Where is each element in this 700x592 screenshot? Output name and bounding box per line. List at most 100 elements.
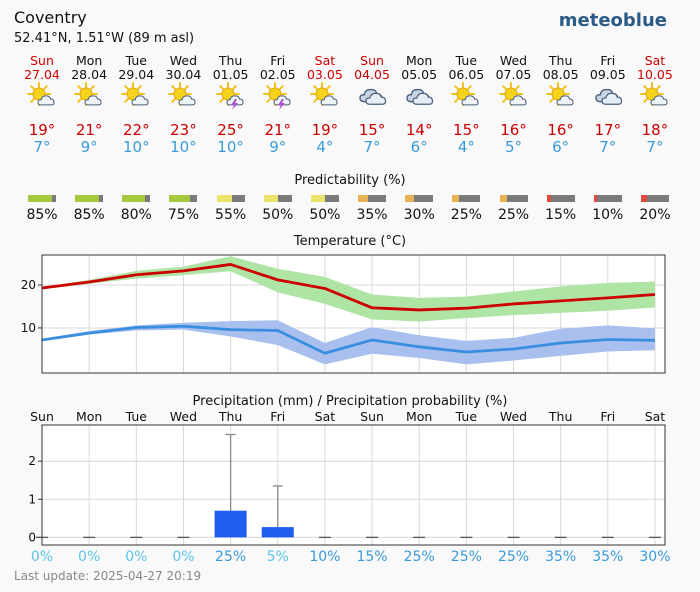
sun-cloud-icon xyxy=(121,82,149,106)
day-date: 27.04 xyxy=(24,67,60,82)
thunderstorm-icon xyxy=(262,82,291,110)
cloudy-icon xyxy=(595,88,622,105)
precipitation-day-label: Wed xyxy=(499,409,528,424)
temperature-min: 7° xyxy=(599,138,617,156)
temperature-max: 19° xyxy=(28,121,56,139)
predictability-bar xyxy=(75,195,104,202)
last-update: Last update: 2025-04-27 20:19 xyxy=(14,569,202,583)
temperature-min: 6° xyxy=(410,138,428,156)
day-name: Thu xyxy=(548,53,573,68)
temperature-min: 9° xyxy=(269,138,287,156)
precipitation-probability: 0% xyxy=(30,549,54,565)
day-date: 30.04 xyxy=(165,67,202,82)
precipitation-day-label: Sun xyxy=(30,409,54,424)
day-date: 07.05 xyxy=(495,67,532,82)
temperature-min: 6° xyxy=(552,138,570,156)
predictability-value: 55% xyxy=(215,207,247,223)
temperature-min: 7° xyxy=(646,138,664,156)
day-date: 10.05 xyxy=(637,67,673,82)
temperature-min: 7° xyxy=(33,138,51,156)
precipitation-day-label: Tue xyxy=(125,409,147,424)
temperature-min: 9° xyxy=(80,138,98,156)
precipitation-day-label: Thu xyxy=(548,409,573,424)
sun-cloud-icon xyxy=(168,82,196,106)
precipitation-probability: 25% xyxy=(215,549,247,565)
day-date: 08.05 xyxy=(542,67,579,82)
temperature-min: 4° xyxy=(316,138,334,156)
temperature-max: 14° xyxy=(405,121,433,139)
weather-icon xyxy=(207,82,255,110)
predictability-bar xyxy=(593,195,622,202)
temperature-max: 21° xyxy=(75,121,103,139)
precipitation-probability: 25% xyxy=(403,549,435,565)
precipitation-y-tick-label: 1 xyxy=(28,492,36,506)
temperature-max: 19° xyxy=(311,121,339,139)
precipitation-day-label: Mon xyxy=(75,409,103,424)
predictability-value: 35% xyxy=(356,207,388,223)
precipitation-day-label: Sat xyxy=(314,409,336,424)
predictability-bar xyxy=(452,195,481,202)
precipitation-bar xyxy=(214,510,247,538)
weather-icon xyxy=(490,82,538,110)
day-name: Tue xyxy=(125,53,147,68)
day-date: 01.05 xyxy=(212,67,249,82)
day-date: 09.05 xyxy=(589,67,626,82)
predictability-value: 85% xyxy=(26,207,58,223)
weather-icon xyxy=(631,82,679,110)
sun-cloud-icon xyxy=(309,82,338,106)
predictability-value: 25% xyxy=(497,207,530,223)
weather-icon xyxy=(112,82,160,110)
weather-icon xyxy=(18,82,66,110)
predictability-bar xyxy=(122,195,151,202)
location-name: Coventry xyxy=(14,8,87,27)
day-date: 29.04 xyxy=(118,67,155,82)
temperature-min: 10° xyxy=(170,138,197,156)
precipitation-probability: 0% xyxy=(78,549,101,565)
precipitation-day-label: Sat xyxy=(644,409,666,424)
weather-icon xyxy=(537,82,585,110)
temperature-max: 17° xyxy=(594,121,622,139)
min-temperature-line xyxy=(41,324,655,355)
predictability-value: 80% xyxy=(120,207,152,223)
weather-icon xyxy=(254,82,302,110)
precipitation-probability: 15% xyxy=(356,549,388,565)
temperature-y-tick-label: 10 xyxy=(21,321,36,335)
day-name: Wed xyxy=(499,53,528,68)
day-name: Thu xyxy=(218,53,243,68)
predictability-bar xyxy=(640,195,669,202)
day-date: 02.05 xyxy=(259,67,296,82)
precipitation-probability: 0% xyxy=(172,549,195,565)
brand-logo[interactable]: meteoblue xyxy=(558,10,667,31)
precipitation-day-label: Mon xyxy=(406,409,433,424)
precipitation-probability: 0% xyxy=(125,549,148,565)
predictability-bar xyxy=(546,195,575,202)
sun-cloud-icon xyxy=(74,82,102,106)
weather-icon xyxy=(65,82,113,110)
temperature-max: 16° xyxy=(500,121,527,139)
precipitation-day-label: Tue xyxy=(455,409,478,424)
temperature-max: 22° xyxy=(123,121,150,139)
day-date: 03.05 xyxy=(306,67,343,82)
sun-cloud-icon xyxy=(639,82,668,106)
location-coordinates: 52.41°N, 1.51°W (89 m asl) xyxy=(14,31,195,46)
temperature-min: 4° xyxy=(457,138,475,156)
cloudy-icon xyxy=(406,88,434,105)
predictability-value: 50% xyxy=(309,207,341,223)
day-name: Sat xyxy=(314,53,336,68)
predictability-bar xyxy=(358,195,387,202)
temperature-max: 16° xyxy=(547,121,574,139)
thunderstorm-icon xyxy=(215,82,244,110)
weather-icon xyxy=(159,82,207,110)
weather-icon xyxy=(301,82,349,110)
precipitation-probability: 30% xyxy=(639,549,671,565)
day-name: Sun xyxy=(30,53,54,68)
day-name: Fri xyxy=(600,53,616,68)
temperature-max: 21° xyxy=(264,121,292,139)
day-date: 05.05 xyxy=(401,67,438,82)
predictability-title: Predictability (%) xyxy=(294,173,406,188)
day-name: Mon xyxy=(75,53,103,68)
precipitation-probability: 25% xyxy=(497,549,530,565)
weather-icon xyxy=(395,82,443,110)
day-name: Mon xyxy=(406,53,433,68)
temperature-max: 15° xyxy=(358,121,386,139)
